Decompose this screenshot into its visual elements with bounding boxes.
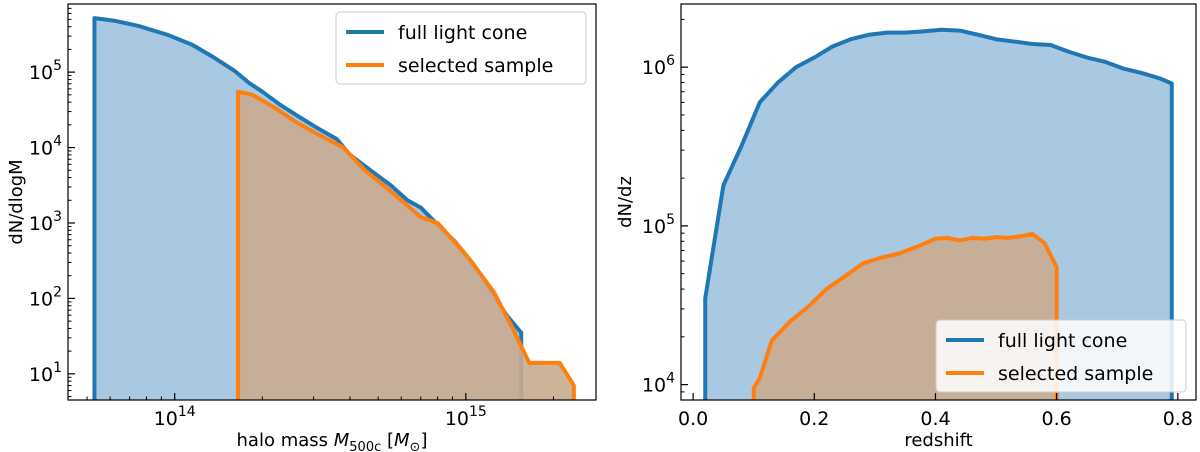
y-tick-exponent: 5 [666,212,675,228]
x-tick-exponent: 14 [178,404,196,420]
y-tick-label: 105 [642,212,675,238]
x-tick-label: 0.6 [1042,408,1072,430]
y-tick-base: 10 [642,375,666,397]
y-tick-label: 103 [29,209,62,235]
x-tick-label: 1014 [154,404,196,430]
y-tick-base: 10 [29,364,53,386]
y-tick-label: 105 [29,58,62,84]
legend-label-selected-sample: selected sample [398,55,553,77]
x-axis-label-unit: M [394,430,410,451]
legend-label-full-light-cone: full light cone [998,330,1127,352]
y-tick-label: 102 [29,284,62,310]
x-axis-label: halo mass M500c [M⊙] [237,430,428,452]
area-fill-selected-sample [238,91,574,400]
y-tick-base: 10 [29,62,53,84]
x-tick-label: 0.2 [799,408,829,430]
legend-label-selected-sample: selected sample [998,363,1153,385]
legend-frame [935,319,1187,393]
y-tick-exponent: 5 [53,58,62,74]
y-tick-exponent: 6 [666,53,675,69]
y-tick-exponent: 1 [53,360,62,376]
x-tick-base: 10 [445,408,469,430]
series-line-selected-sample [751,231,1059,400]
y-tick-exponent: 3 [53,209,62,225]
plot-area [92,16,576,400]
axes-frame [680,3,1197,401]
x-axis-label-subscript: 500c [349,440,381,452]
x-axis-label-symbol: M [328,430,350,451]
y-tick-label: 101 [29,360,62,386]
y-tick-base: 10 [29,138,53,160]
x-tick-label: 0.4 [920,408,950,430]
y-tick-exponent: 4 [53,134,62,150]
x-tick-label: 1015 [445,404,487,430]
series-line-selected-sample [236,89,576,400]
legend-frame [335,11,587,85]
series-line-full-light-cone [703,27,1174,400]
legend-label-full-light-cone: full light cone [398,22,527,44]
y-tick-base: 10 [642,216,666,238]
y-tick-label: 104 [642,371,675,397]
y-tick-base: 10 [642,57,666,79]
x-axis-label-text: halo mass [237,430,329,451]
y-tick-base: 10 [29,288,53,310]
y-axis-label: dN/dz [615,176,636,228]
x-axis-label-unit-open: [ [381,430,394,451]
x-axis-label-unit-close: ] [420,430,427,451]
x-tick-exponent: 15 [469,404,487,420]
x-axis-label-unit-subscript: ⊙ [410,440,421,452]
y-tick-base: 10 [29,213,53,235]
y-tick-exponent: 2 [53,284,62,300]
legend: full light cone selected sample [935,319,1187,393]
axes-frame [67,3,597,401]
y-tick-exponent: 4 [666,371,675,387]
y-tick-label: 106 [642,53,675,79]
x-tick-label: 0.8 [1163,408,1193,430]
legend: full light cone selected sample [335,11,587,85]
x-axis-label: redshift [904,430,972,451]
x-tick-base: 10 [154,408,178,430]
x-tick-label: 0.0 [678,408,708,430]
y-tick-label: 104 [29,134,62,160]
x-axis-label-text: redshift [904,430,972,451]
y-axis-label: dN/dlogM [6,159,27,244]
